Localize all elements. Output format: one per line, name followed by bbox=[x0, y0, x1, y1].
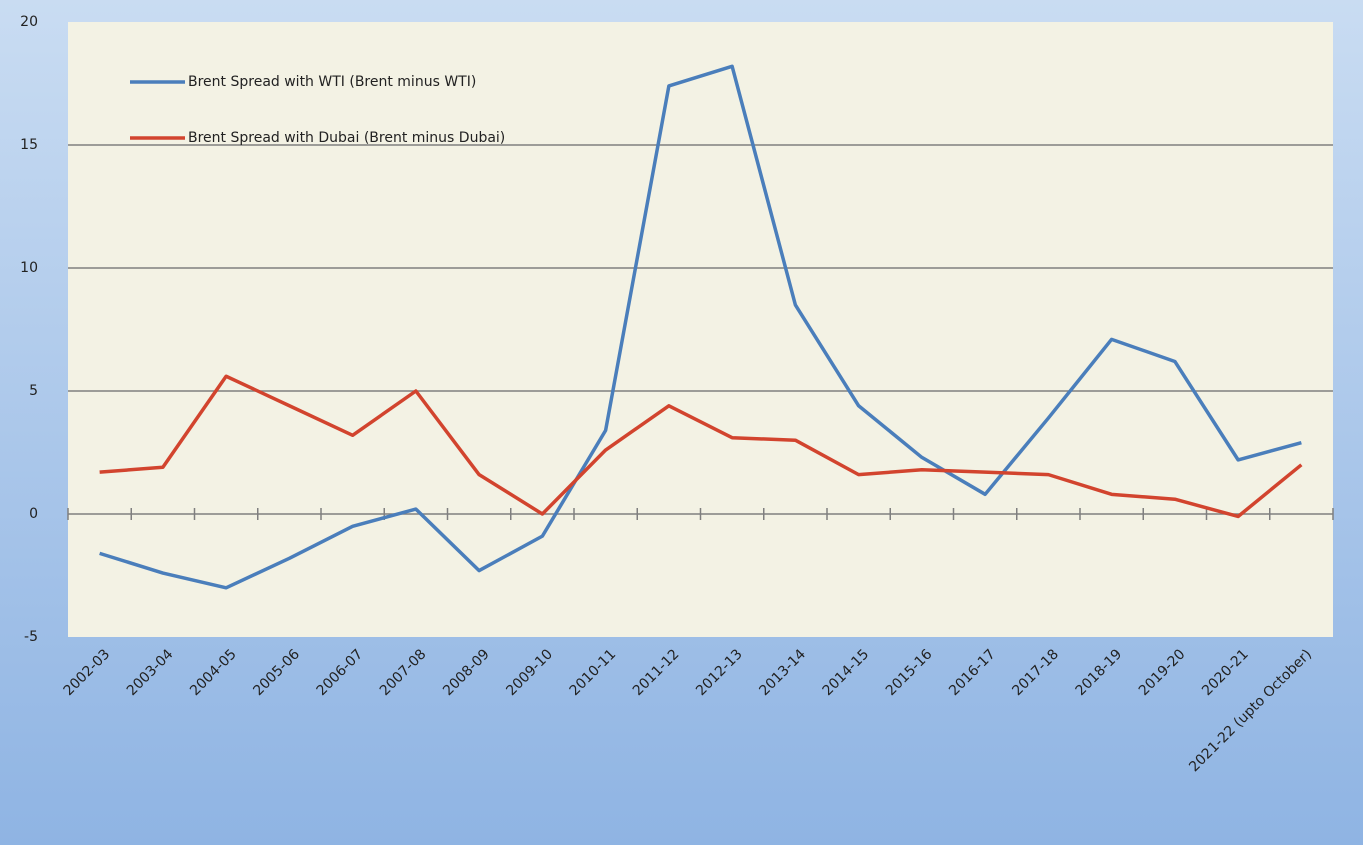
y-tick-label: -5 bbox=[24, 629, 38, 645]
legend-label: Brent Spread with Dubai (Brent minus Dub… bbox=[188, 130, 505, 146]
y-tick-label: 15 bbox=[20, 137, 38, 153]
series-line bbox=[99, 64, 1302, 590]
y-tick-label: 20 bbox=[20, 14, 38, 30]
series-line bbox=[99, 374, 1303, 519]
plot-area bbox=[68, 22, 1333, 637]
y-tick-label: 0 bbox=[29, 506, 38, 522]
y-tick-label: 10 bbox=[20, 260, 38, 276]
y-tick-label: 5 bbox=[29, 383, 38, 399]
legend-label: Brent Spread with WTI (Brent minus WTI) bbox=[188, 74, 476, 90]
